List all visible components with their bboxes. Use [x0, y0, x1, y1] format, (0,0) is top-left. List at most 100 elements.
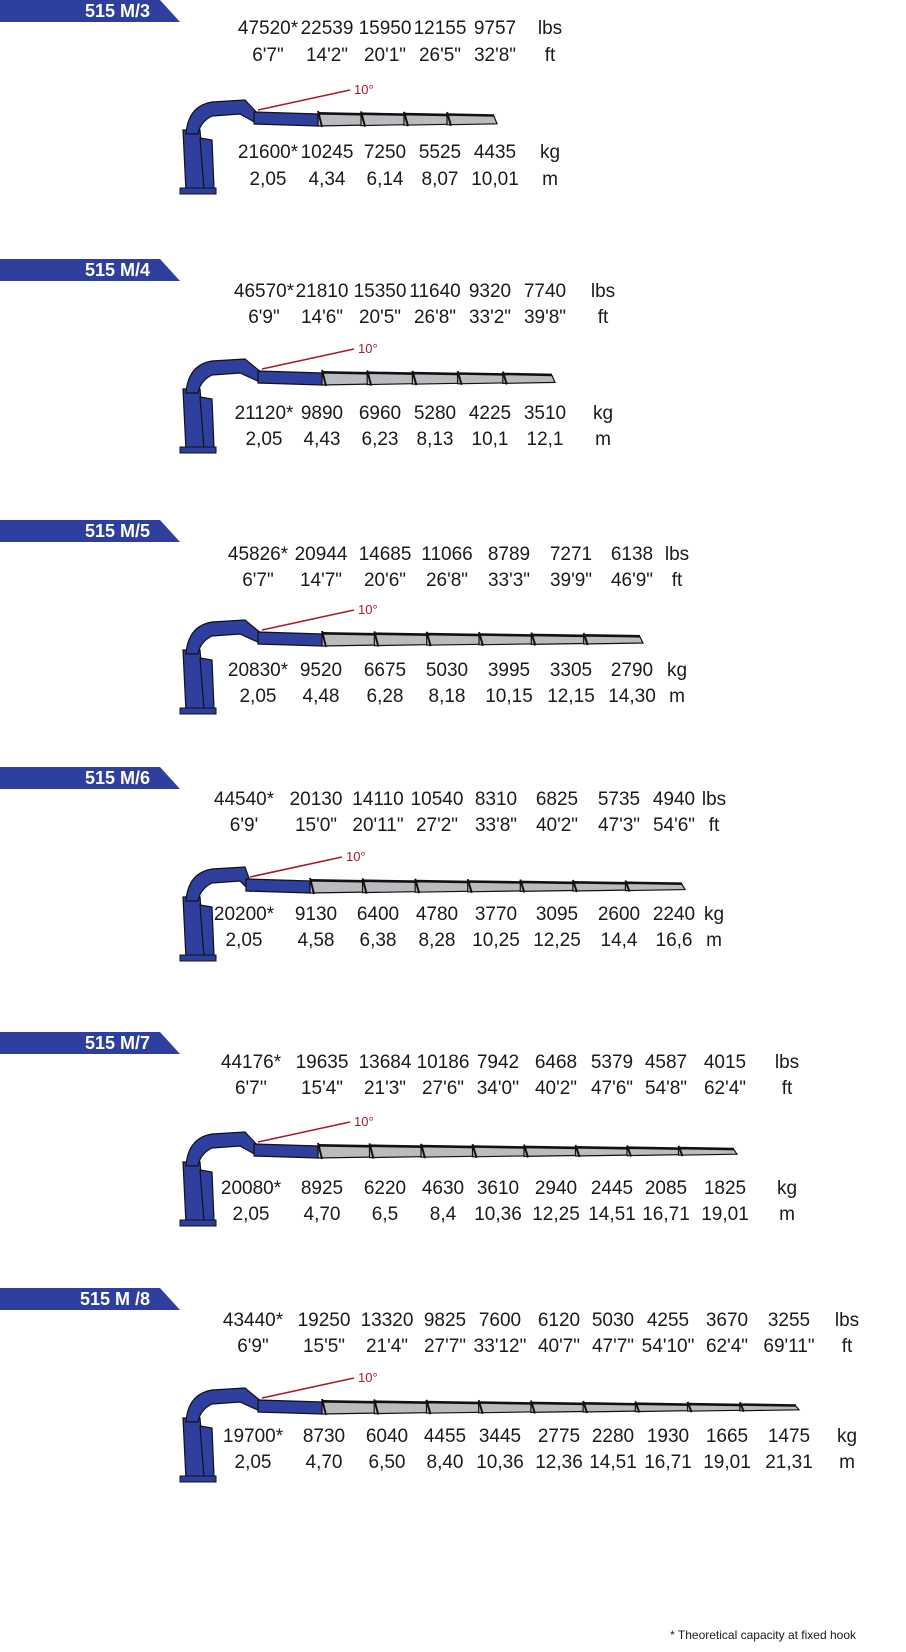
crane-boom-extension-edge: [426, 1400, 483, 1404]
lbs-value: 46570*: [233, 281, 295, 302]
lbs-value: 22539: [300, 18, 354, 39]
lbs-value: 4587: [644, 1052, 688, 1073]
crane-boom-extension-edge: [457, 372, 507, 376]
crane-main-arm: [185, 1387, 263, 1423]
lbs-unit: lbs: [774, 1052, 800, 1073]
kg-value: 4780: [415, 904, 459, 925]
lbs-value: 44176*: [220, 1052, 282, 1073]
m-value: 16,6: [655, 930, 693, 951]
kg-value: 9890: [300, 403, 344, 424]
ft-value: 6'9": [248, 307, 280, 328]
crane-diagram: 10°: [179, 82, 498, 195]
kg-value: 3610: [476, 1178, 520, 1199]
m-value: 21,31: [765, 1452, 813, 1473]
ft-value: 20'5": [358, 307, 402, 328]
crane-boom-extension-edge: [572, 881, 630, 884]
crane-section-joint: [317, 1142, 323, 1160]
kg-value: 2280: [591, 1426, 635, 1447]
lbs-value: 15350: [353, 281, 407, 302]
crane-section-joint: [411, 370, 418, 386]
ft-value: 40'7": [537, 1336, 581, 1357]
ft-value: 20'11": [352, 815, 404, 836]
lbs-value: 6138: [610, 544, 654, 565]
crane-boom-extension: [414, 881, 476, 893]
crane-boom-extension: [373, 633, 435, 647]
m-value: 6,50: [368, 1452, 406, 1473]
m-value: 2,05: [234, 1452, 272, 1473]
crane-section-joint: [321, 630, 327, 648]
lbs-value: 7942: [476, 1052, 520, 1073]
ft-value: 6'7'': [234, 1078, 268, 1099]
m-value: 4,48: [302, 686, 340, 707]
crane-boom-extension: [471, 1146, 532, 1158]
crane-section-joint: [317, 110, 323, 128]
angle-label: 10°: [358, 602, 378, 617]
crane-section-joint: [373, 631, 380, 647]
lbs-value: 10186: [416, 1052, 470, 1073]
ft-value: 47'3": [597, 815, 641, 836]
lbs-value: 44540*: [213, 789, 275, 810]
kg-value: 9520: [299, 660, 343, 681]
crane-boom-extension-edge: [403, 112, 452, 116]
kg-value: 6960: [358, 403, 402, 424]
kg-value: 21600*: [237, 142, 299, 163]
kg-unit: kg: [776, 1178, 798, 1199]
m-value: 10,36: [476, 1452, 524, 1473]
kg-value: 8925: [300, 1178, 344, 1199]
crane-section-joint: [425, 631, 432, 647]
crane-boom-extension-edge: [625, 881, 683, 885]
kg-value: 3510: [523, 403, 567, 424]
crane-section-joint: [519, 879, 526, 893]
crane-boom-extension-edge: [309, 879, 367, 882]
kg-value: 6040: [365, 1426, 409, 1447]
crane-boom-extension: [502, 373, 556, 385]
model-name: 515 M/5: [84, 521, 150, 541]
ft-value: 40'2": [534, 1078, 578, 1099]
crane-boom-extension: [321, 372, 376, 386]
m-value: 16,71: [644, 1452, 692, 1473]
model-section: 515 M/6 10° 44540* 20130 14110 10540 8310 6825 5…: [0, 767, 906, 997]
kg-value: 9130: [294, 904, 338, 925]
crane-base: [179, 187, 217, 195]
kg-value: 2790: [610, 660, 654, 681]
kg-value: 4435: [473, 142, 517, 163]
lbs-value: 11640: [409, 281, 461, 302]
m-value: 8,40: [426, 1452, 464, 1473]
crane-boom-extension: [530, 634, 592, 646]
ft-value: 15'4": [300, 1078, 344, 1099]
crane-boom-extension-edge: [530, 1401, 588, 1405]
crane-inner-boom: [257, 370, 323, 386]
crane-section-joint: [420, 1143, 426, 1159]
model-section: 515 M/3 10° 47520* 22539 15950 12155 9757 lbs 6'…: [0, 0, 906, 230]
crane-boom-extension-edge: [531, 633, 588, 637]
crane-boom-extension-edge: [374, 1400, 431, 1404]
model-name: 515 M/4: [84, 260, 150, 280]
m-value: 6,28: [366, 686, 404, 707]
crane-boom-extension-edge: [739, 1403, 797, 1407]
crane-section-joint: [677, 1145, 684, 1157]
crane-boom-extension: [321, 1401, 383, 1415]
crane-boom-extension: [361, 880, 423, 894]
crane-boom-extension-edge: [362, 879, 420, 883]
crane-boom-extension-edge: [321, 371, 372, 374]
crane-inner-boom: [253, 1143, 319, 1159]
m-value: 19,01: [703, 1452, 751, 1473]
ft-value: 32'8": [473, 45, 517, 66]
m-value: 6,14: [366, 169, 404, 190]
ft-value: 47'6": [590, 1078, 634, 1099]
crane-section-joint: [574, 1144, 581, 1158]
m-unit: m: [669, 686, 685, 707]
ft-value: 20'1": [363, 45, 407, 66]
crane-base: [179, 446, 217, 454]
crane-boom-extension: [624, 882, 687, 892]
crane-boom-extension: [478, 1402, 539, 1414]
crane-boom-extension: [309, 880, 371, 894]
crane-boom-extension: [583, 635, 644, 645]
m-value: 12,25: [532, 1204, 580, 1225]
kg-value: 4630: [421, 1178, 465, 1199]
m-value: 8,13: [416, 429, 454, 450]
kg-value: 6220: [363, 1178, 407, 1199]
crane-boom-extension: [478, 634, 540, 646]
m-value: 6,23: [361, 429, 399, 450]
model-tag: 515 M/6: [0, 767, 180, 789]
